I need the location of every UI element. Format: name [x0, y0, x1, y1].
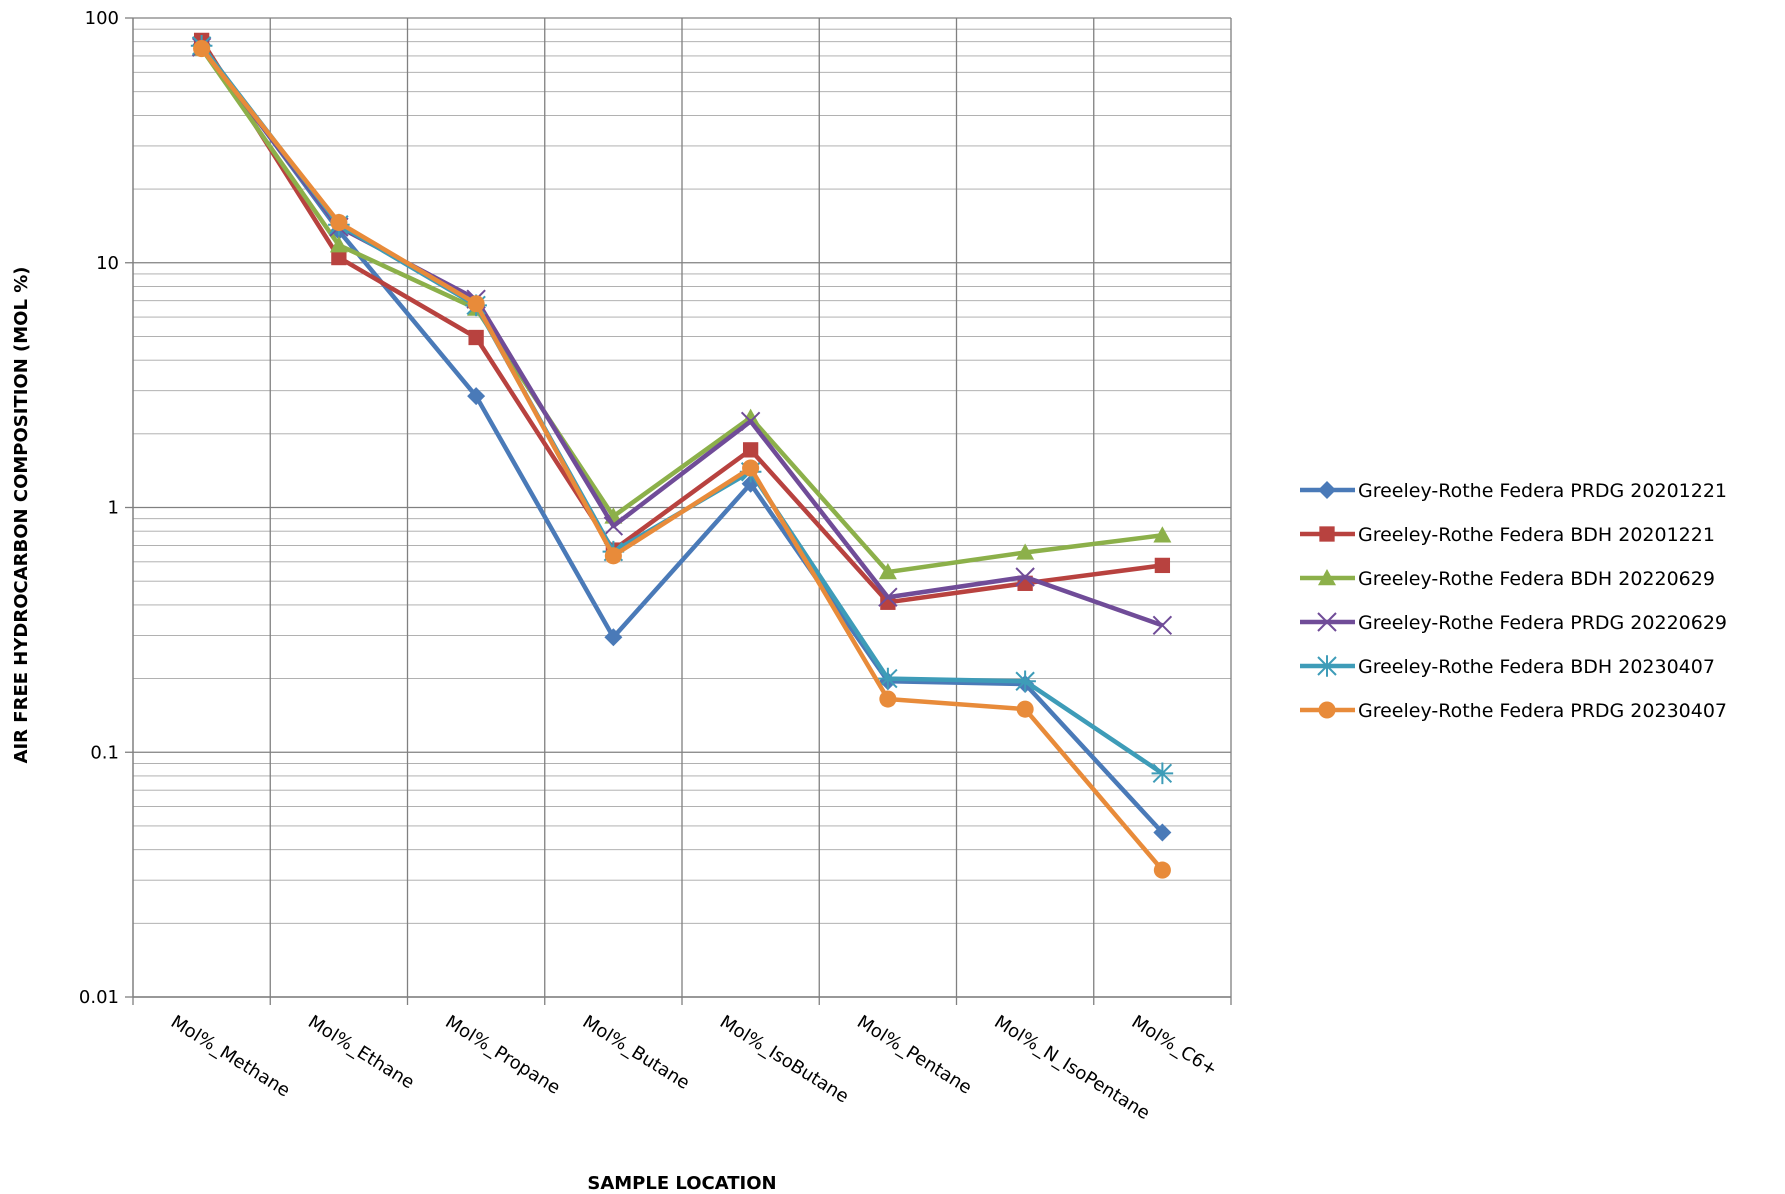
x-tick-label: Mol%_Pentane [853, 1011, 975, 1098]
data-point [741, 408, 760, 425]
series-6 [193, 40, 1171, 879]
data-point [879, 690, 897, 708]
data-point [740, 411, 761, 432]
legend-item: Greeley-Rothe Federa PRDG 20220629 [1300, 612, 1727, 634]
data-point [604, 547, 622, 565]
legend: Greeley-Rothe Federa PRDG 20201221 Greele… [1300, 480, 1727, 722]
y-axis-title: AIR FREE HYDROCARBON COMPOSITION (MOL %) [11, 267, 32, 764]
legend-item: Greeley-Rothe Federa BDH 20230407 [1300, 655, 1715, 678]
x-axis-title: SAMPLE LOCATION [587, 1173, 776, 1194]
data-point [467, 295, 485, 313]
x-tick-label: Mol%_Methane [167, 1011, 294, 1101]
y-tick-label: 10 [96, 253, 119, 274]
data-point [1153, 823, 1172, 842]
data-point [603, 516, 624, 536]
tick-labels: 100 10 1 0.1 0.01 Mol%_Methane Mol%_Ethane Mol%… [79, 8, 1221, 1124]
legend-label: Greeley-Rothe Federa BDH 20220629 [1358, 568, 1715, 590]
legend-label: Greeley-Rothe Federa PRDG 20201221 [1358, 480, 1727, 502]
data-point [467, 387, 486, 406]
grid [133, 17, 1232, 998]
data-point [604, 628, 623, 647]
data-point [1318, 701, 1336, 719]
series-line [199, 39, 1163, 605]
data-point [330, 213, 348, 232]
data-point [1151, 762, 1174, 785]
data-point [1316, 655, 1338, 677]
data-point [1318, 569, 1336, 586]
series-lines [190, 32, 1174, 879]
axes [125, 17, 1232, 1005]
series-line [199, 43, 1165, 835]
data-point [331, 249, 347, 266]
data-point [1153, 526, 1172, 543]
data-point [468, 329, 484, 346]
x-tick-label: Mol%_Propane [441, 1011, 563, 1098]
y-tick-label: 1 [108, 498, 119, 519]
legend-label: Greeley-Rothe Federa PRDG 20220629 [1358, 612, 1727, 634]
data-point [742, 442, 759, 458]
x-tick-label: Mol%_Ethane [304, 1011, 418, 1093]
legend-item: Greeley-Rothe Federa PRDG 20201221 [1300, 480, 1727, 502]
y-tick-label: 0.01 [79, 987, 119, 1008]
data-point [1016, 543, 1035, 560]
legend-item: Greeley-Rothe Federa BDH 20220629 [1300, 568, 1715, 590]
legend-label: Greeley-Rothe Federa BDH 20201221 [1358, 524, 1715, 546]
data-point [193, 40, 211, 58]
x-tick-label: Mol%_Butane [579, 1011, 694, 1093]
data-point [1152, 615, 1173, 636]
y-tick-label: 0.1 [90, 742, 119, 763]
data-point [878, 587, 898, 607]
legend-item: Greeley-Rothe Federa BDH 20201221 [1300, 524, 1715, 546]
data-point [1319, 526, 1335, 542]
x-tick-label: Mol%_C6+ [1128, 1011, 1221, 1080]
data-point [329, 236, 348, 253]
series-line [199, 47, 1165, 872]
series-2 [193, 32, 1171, 610]
series-line [199, 47, 1163, 575]
data-point [1015, 567, 1035, 587]
data-point [1153, 861, 1171, 879]
x-tick-label: Mol%_IsoButane [716, 1011, 852, 1107]
data-point [1154, 557, 1171, 574]
y-tick-label: 100 [85, 8, 119, 29]
legend-label: Greeley-Rothe Federa PRDG 20230407 [1358, 700, 1727, 722]
data-point [877, 667, 899, 690]
data-point [1016, 700, 1034, 718]
data-point [1317, 612, 1337, 632]
legend-label: Greeley-Rothe Federa BDH 20230407 [1358, 656, 1715, 678]
data-point [1014, 670, 1036, 693]
data-point [1318, 481, 1336, 499]
data-point [742, 459, 760, 477]
data-point [878, 563, 897, 580]
legend-item: Greeley-Rothe Federa PRDG 20230407 [1300, 700, 1727, 722]
